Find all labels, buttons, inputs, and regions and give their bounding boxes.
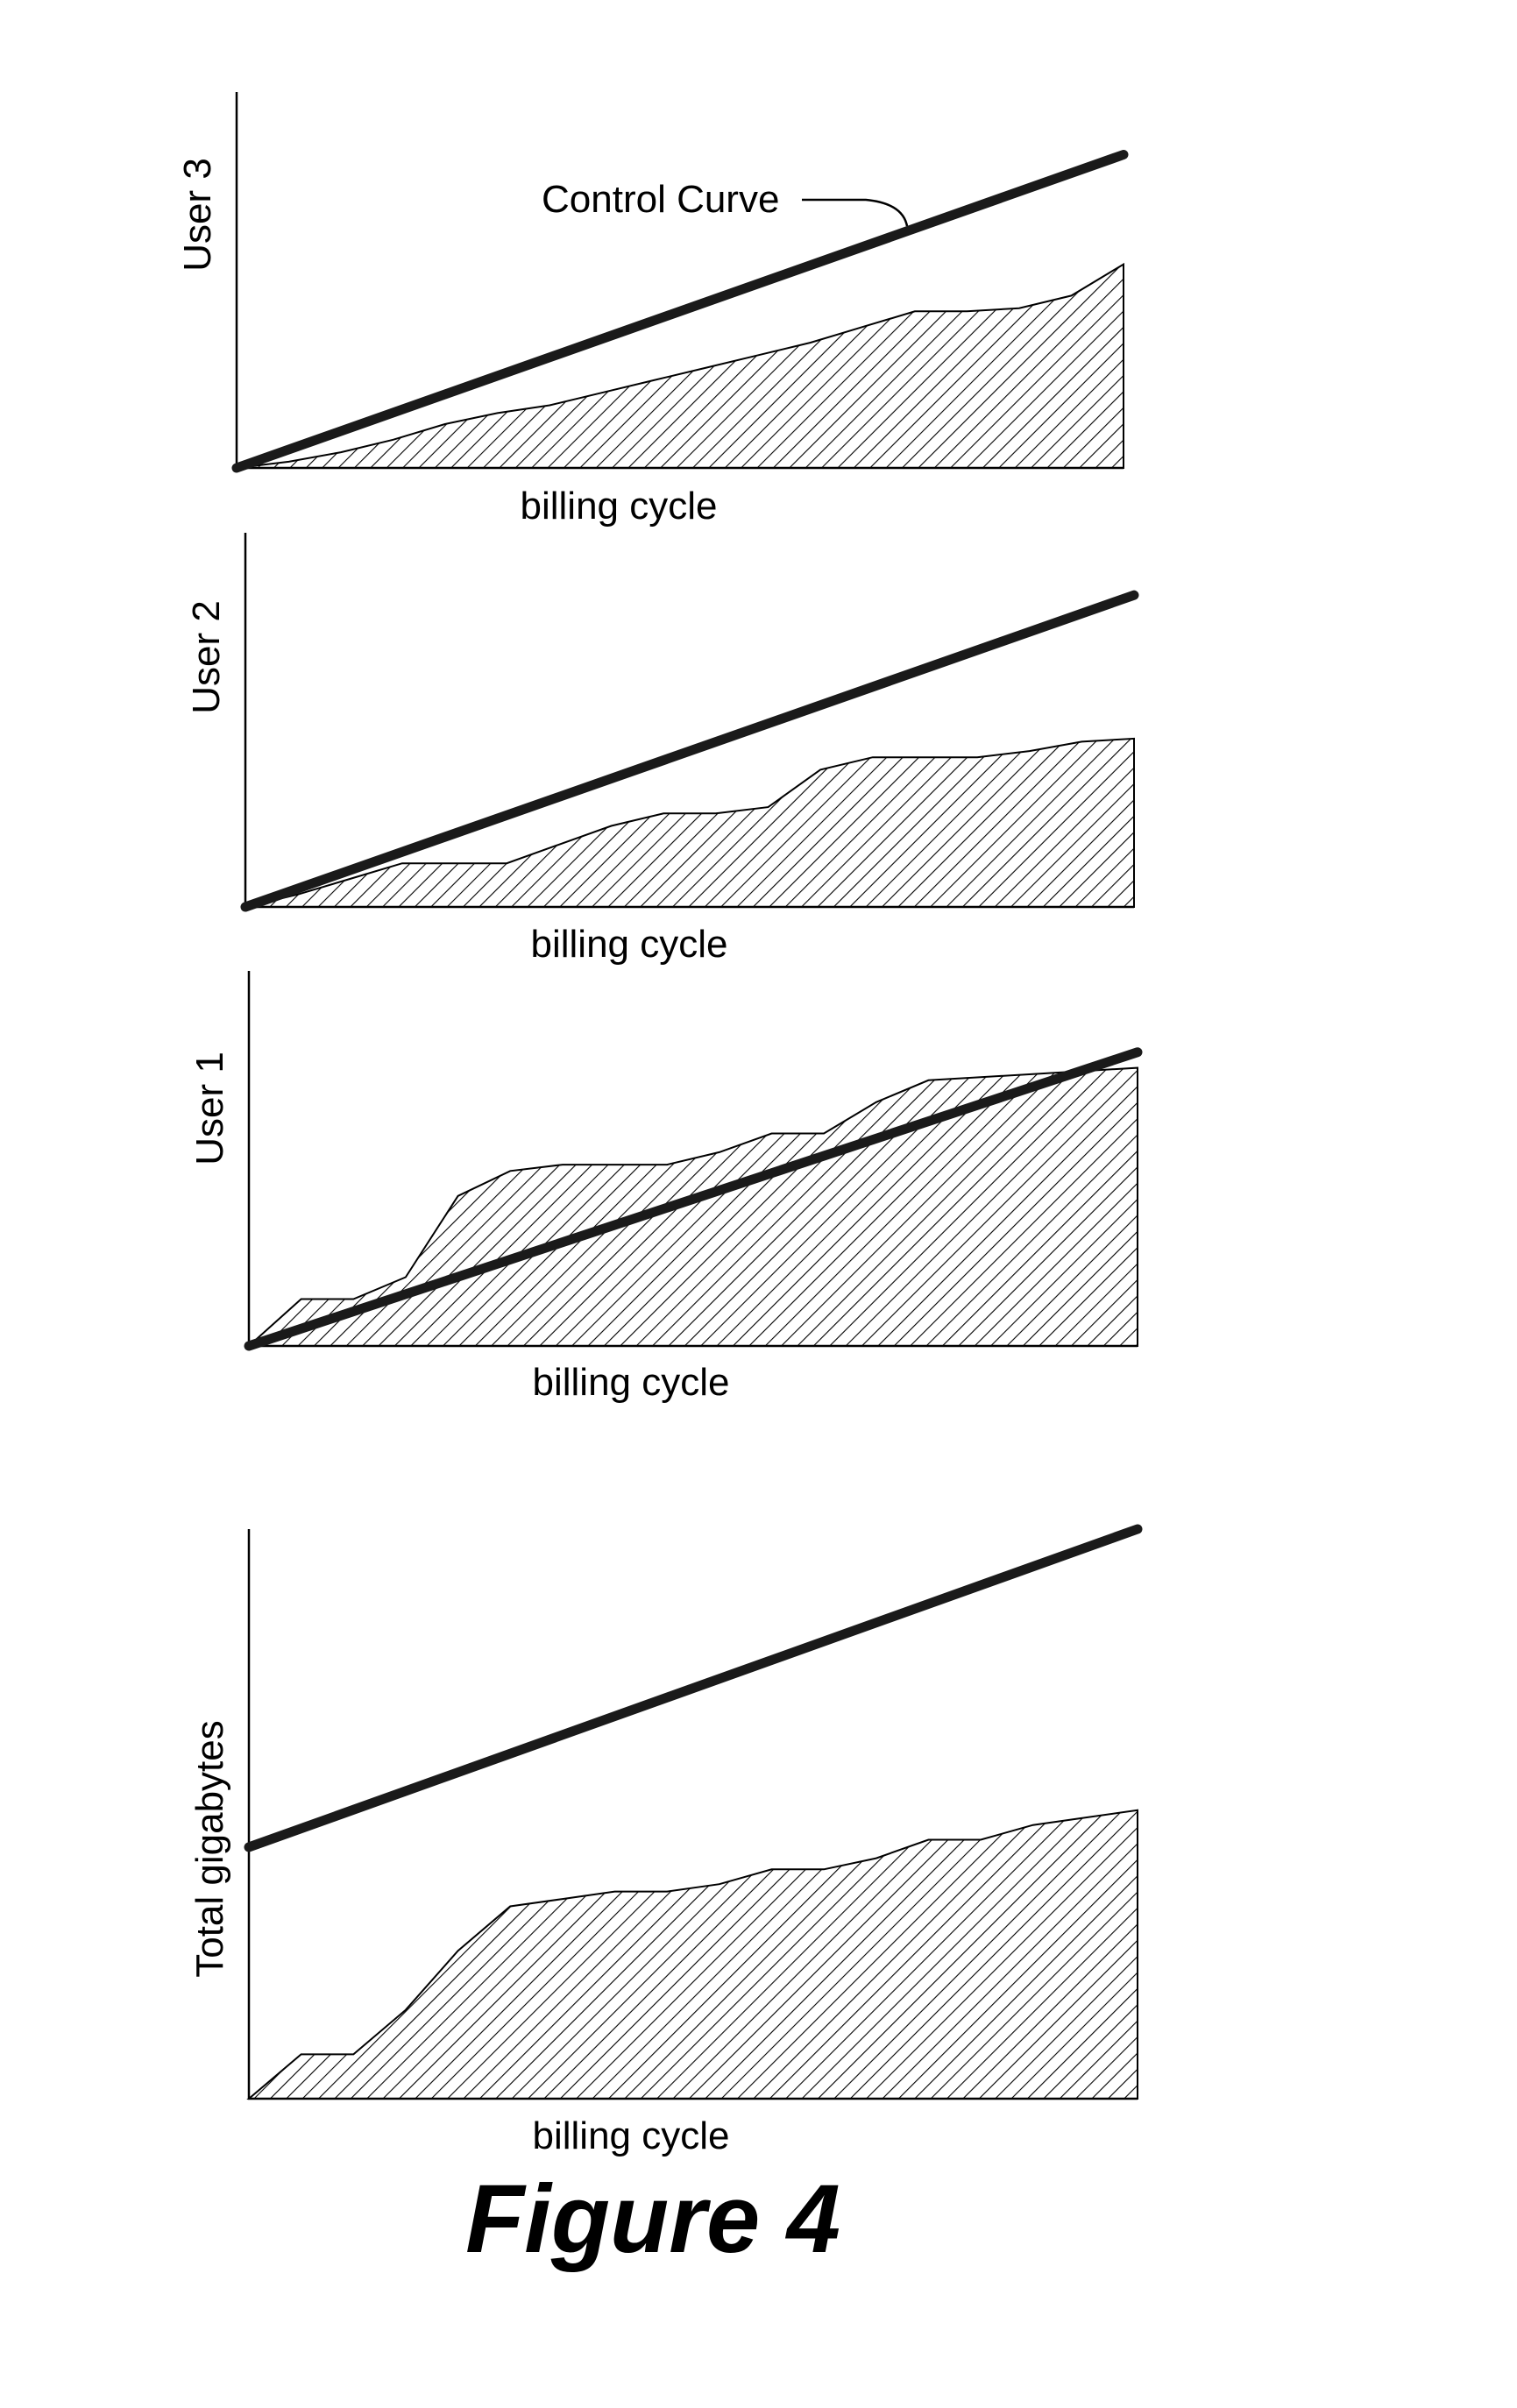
x-axis-label: billing cycle — [533, 1361, 730, 1404]
x-axis-label: billing cycle — [533, 2114, 730, 2157]
x-axis-label: billing cycle — [531, 923, 728, 966]
panel-total-gigabytes: Total gigabytes billing cycle — [188, 1524, 1143, 2157]
figure-caption: Figure 4 — [465, 2165, 840, 2273]
usage-area — [245, 737, 1135, 908]
control-curve-label: Control Curve — [542, 178, 779, 221]
x-axis-label: billing cycle — [521, 485, 718, 528]
control-curve-leader — [802, 198, 909, 227]
control-curve-line — [244, 1524, 1143, 1852]
usage-area — [236, 262, 1124, 469]
control-curve-line — [244, 1047, 1143, 1351]
control-curve-line — [231, 150, 1129, 473]
y-axis-label: User 2 — [185, 600, 228, 714]
control-curve-line — [240, 590, 1139, 912]
y-axis — [247, 1529, 1138, 2100]
panel-user-2: User 2 billing cycle — [185, 533, 1139, 966]
panel-user-1: User 1 billing cycle — [188, 971, 1143, 1404]
y-axis-label: Total gigabytes — [188, 1720, 231, 1978]
panel-user-3: User 3 billing cycle Control Curve — [176, 92, 1129, 528]
y-axis-label: User 3 — [176, 158, 219, 272]
y-axis-label: User 1 — [188, 1052, 231, 1165]
usage-area — [246, 1809, 1138, 2100]
